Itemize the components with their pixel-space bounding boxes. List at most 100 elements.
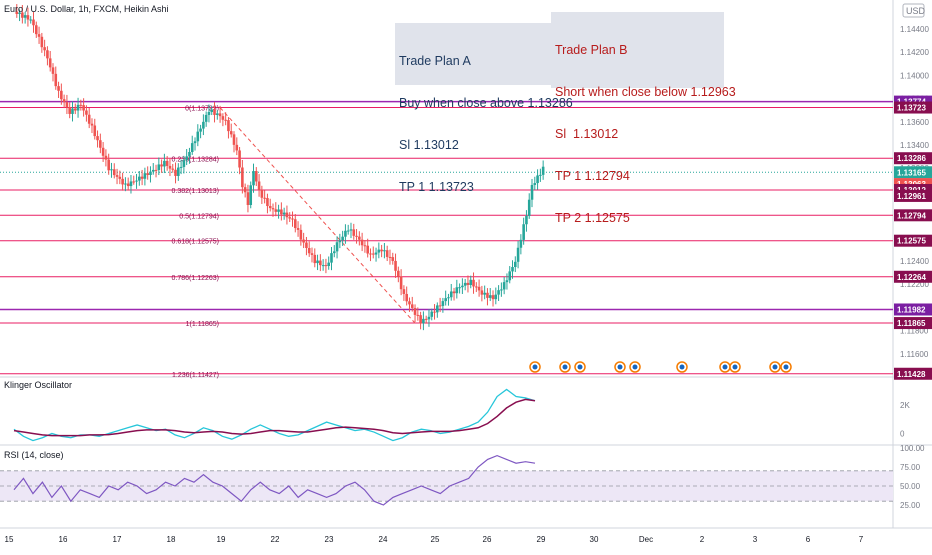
- x-tick: 16: [59, 535, 68, 544]
- candle-body: [483, 292, 486, 295]
- candle-body: [93, 125, 97, 137]
- candle-body: [413, 307, 417, 315]
- candle-body: [254, 171, 258, 182]
- candle-body: [227, 120, 230, 132]
- trade-plan-a-title: Trade Plan A: [399, 54, 471, 68]
- candle-body: [338, 240, 342, 243]
- rsi-tick: 25.00: [900, 501, 921, 510]
- x-tick: 7: [859, 535, 864, 544]
- price-label: 1.11865: [897, 319, 926, 328]
- trade-plan-a-line: Sl 1.13012: [399, 138, 459, 152]
- candle-body: [385, 250, 389, 257]
- price-tick: 1.11600: [900, 350, 929, 359]
- candle-body: [469, 279, 473, 285]
- rsi-tick: 50.00: [900, 482, 921, 491]
- candle-body: [135, 180, 138, 182]
- candle-body: [224, 119, 227, 121]
- candle-body: [539, 174, 542, 176]
- price-label: 1.13286: [897, 154, 926, 163]
- candle-body: [112, 169, 116, 176]
- trade-plan-b-line: Short when close below 1.12963: [555, 85, 736, 99]
- candle-body: [285, 212, 289, 218]
- candle-body: [472, 279, 475, 287]
- candle-body: [514, 261, 517, 268]
- price-tick: 1.12200: [900, 280, 929, 289]
- candle-body: [463, 282, 467, 286]
- candle-body: [335, 242, 339, 252]
- candle-body: [138, 176, 141, 181]
- fib-level-label: 0.236(1.13284): [172, 156, 219, 163]
- candle-body: [68, 107, 71, 114]
- candle-body: [268, 206, 272, 209]
- event-marker-dot: [679, 364, 685, 370]
- candle-body: [126, 183, 130, 187]
- candle-body: [263, 197, 266, 199]
- price-label-box: [894, 303, 932, 316]
- price-label: 1.12794: [897, 211, 926, 220]
- price-label-box: [894, 166, 932, 179]
- candle-body: [51, 67, 55, 74]
- candle-body: [321, 265, 325, 267]
- candle-body: [90, 123, 94, 126]
- candle-body: [394, 260, 397, 271]
- price-label: 1.12961: [897, 192, 926, 201]
- candle-body: [243, 187, 247, 193]
- candle-body: [508, 271, 512, 281]
- event-marker-dot: [772, 364, 778, 370]
- candle-body: [293, 219, 297, 229]
- candle-body: [229, 131, 233, 135]
- candle-body: [99, 140, 102, 148]
- trade-plan-a-box[interactable]: Trade Plan A Buy when close above 1.1328…: [395, 23, 573, 194]
- candle-body: [107, 159, 110, 171]
- candle-body: [104, 155, 108, 160]
- candle-body: [210, 109, 214, 112]
- price-label: 1.11982: [897, 305, 926, 314]
- candle-body: [433, 311, 436, 313]
- candle-body: [71, 108, 74, 114]
- price-label: 1.11428: [897, 370, 926, 379]
- candle-body: [260, 189, 264, 198]
- candle-body: [282, 212, 286, 215]
- x-tick: 29: [537, 535, 546, 544]
- candle-body: [475, 286, 478, 288]
- candle-body: [488, 295, 492, 298]
- event-marker-dot: [532, 364, 538, 370]
- candle-body: [402, 289, 406, 294]
- currency-badge[interactable]: USD: [902, 3, 926, 18]
- event-marker-dot: [577, 364, 583, 370]
- rsi-line: [13, 454, 536, 506]
- price-label-box: [894, 101, 932, 114]
- x-tick: 17: [113, 535, 122, 544]
- candle-body: [346, 230, 350, 232]
- klinger-line: [13, 388, 536, 442]
- x-tick: Dec: [639, 535, 653, 544]
- candle-body: [199, 128, 202, 132]
- candle-body: [505, 280, 509, 283]
- price-label: 1.12264: [897, 273, 926, 282]
- candle-body: [43, 47, 46, 51]
- candle-body: [486, 292, 489, 298]
- candle-body: [154, 169, 158, 171]
- candle-body: [29, 19, 33, 21]
- candle-body: [461, 285, 464, 288]
- candle-body: [37, 34, 41, 37]
- candle-body: [277, 209, 280, 212]
- candle-body: [430, 311, 434, 317]
- price-tick: 1.14200: [900, 48, 929, 57]
- candle-body: [110, 169, 113, 171]
- candle-body: [132, 181, 136, 183]
- rsi-title: RSI (14, close): [4, 450, 64, 460]
- candle-body: [497, 290, 500, 295]
- fib-level-label: 0.382(1.13013): [172, 188, 219, 195]
- candle-body: [494, 294, 498, 300]
- candle-body: [151, 169, 155, 172]
- candle-body: [441, 301, 445, 306]
- trade-plan-b-box[interactable]: Trade Plan B Short when close below 1.12…: [551, 12, 736, 225]
- candle-body: [149, 171, 152, 176]
- candle-body: [46, 50, 49, 59]
- fib-level-label: 0(1.13723): [185, 106, 219, 113]
- candle-body: [452, 291, 456, 294]
- candle-body: [525, 215, 528, 225]
- candle-body: [85, 110, 88, 115]
